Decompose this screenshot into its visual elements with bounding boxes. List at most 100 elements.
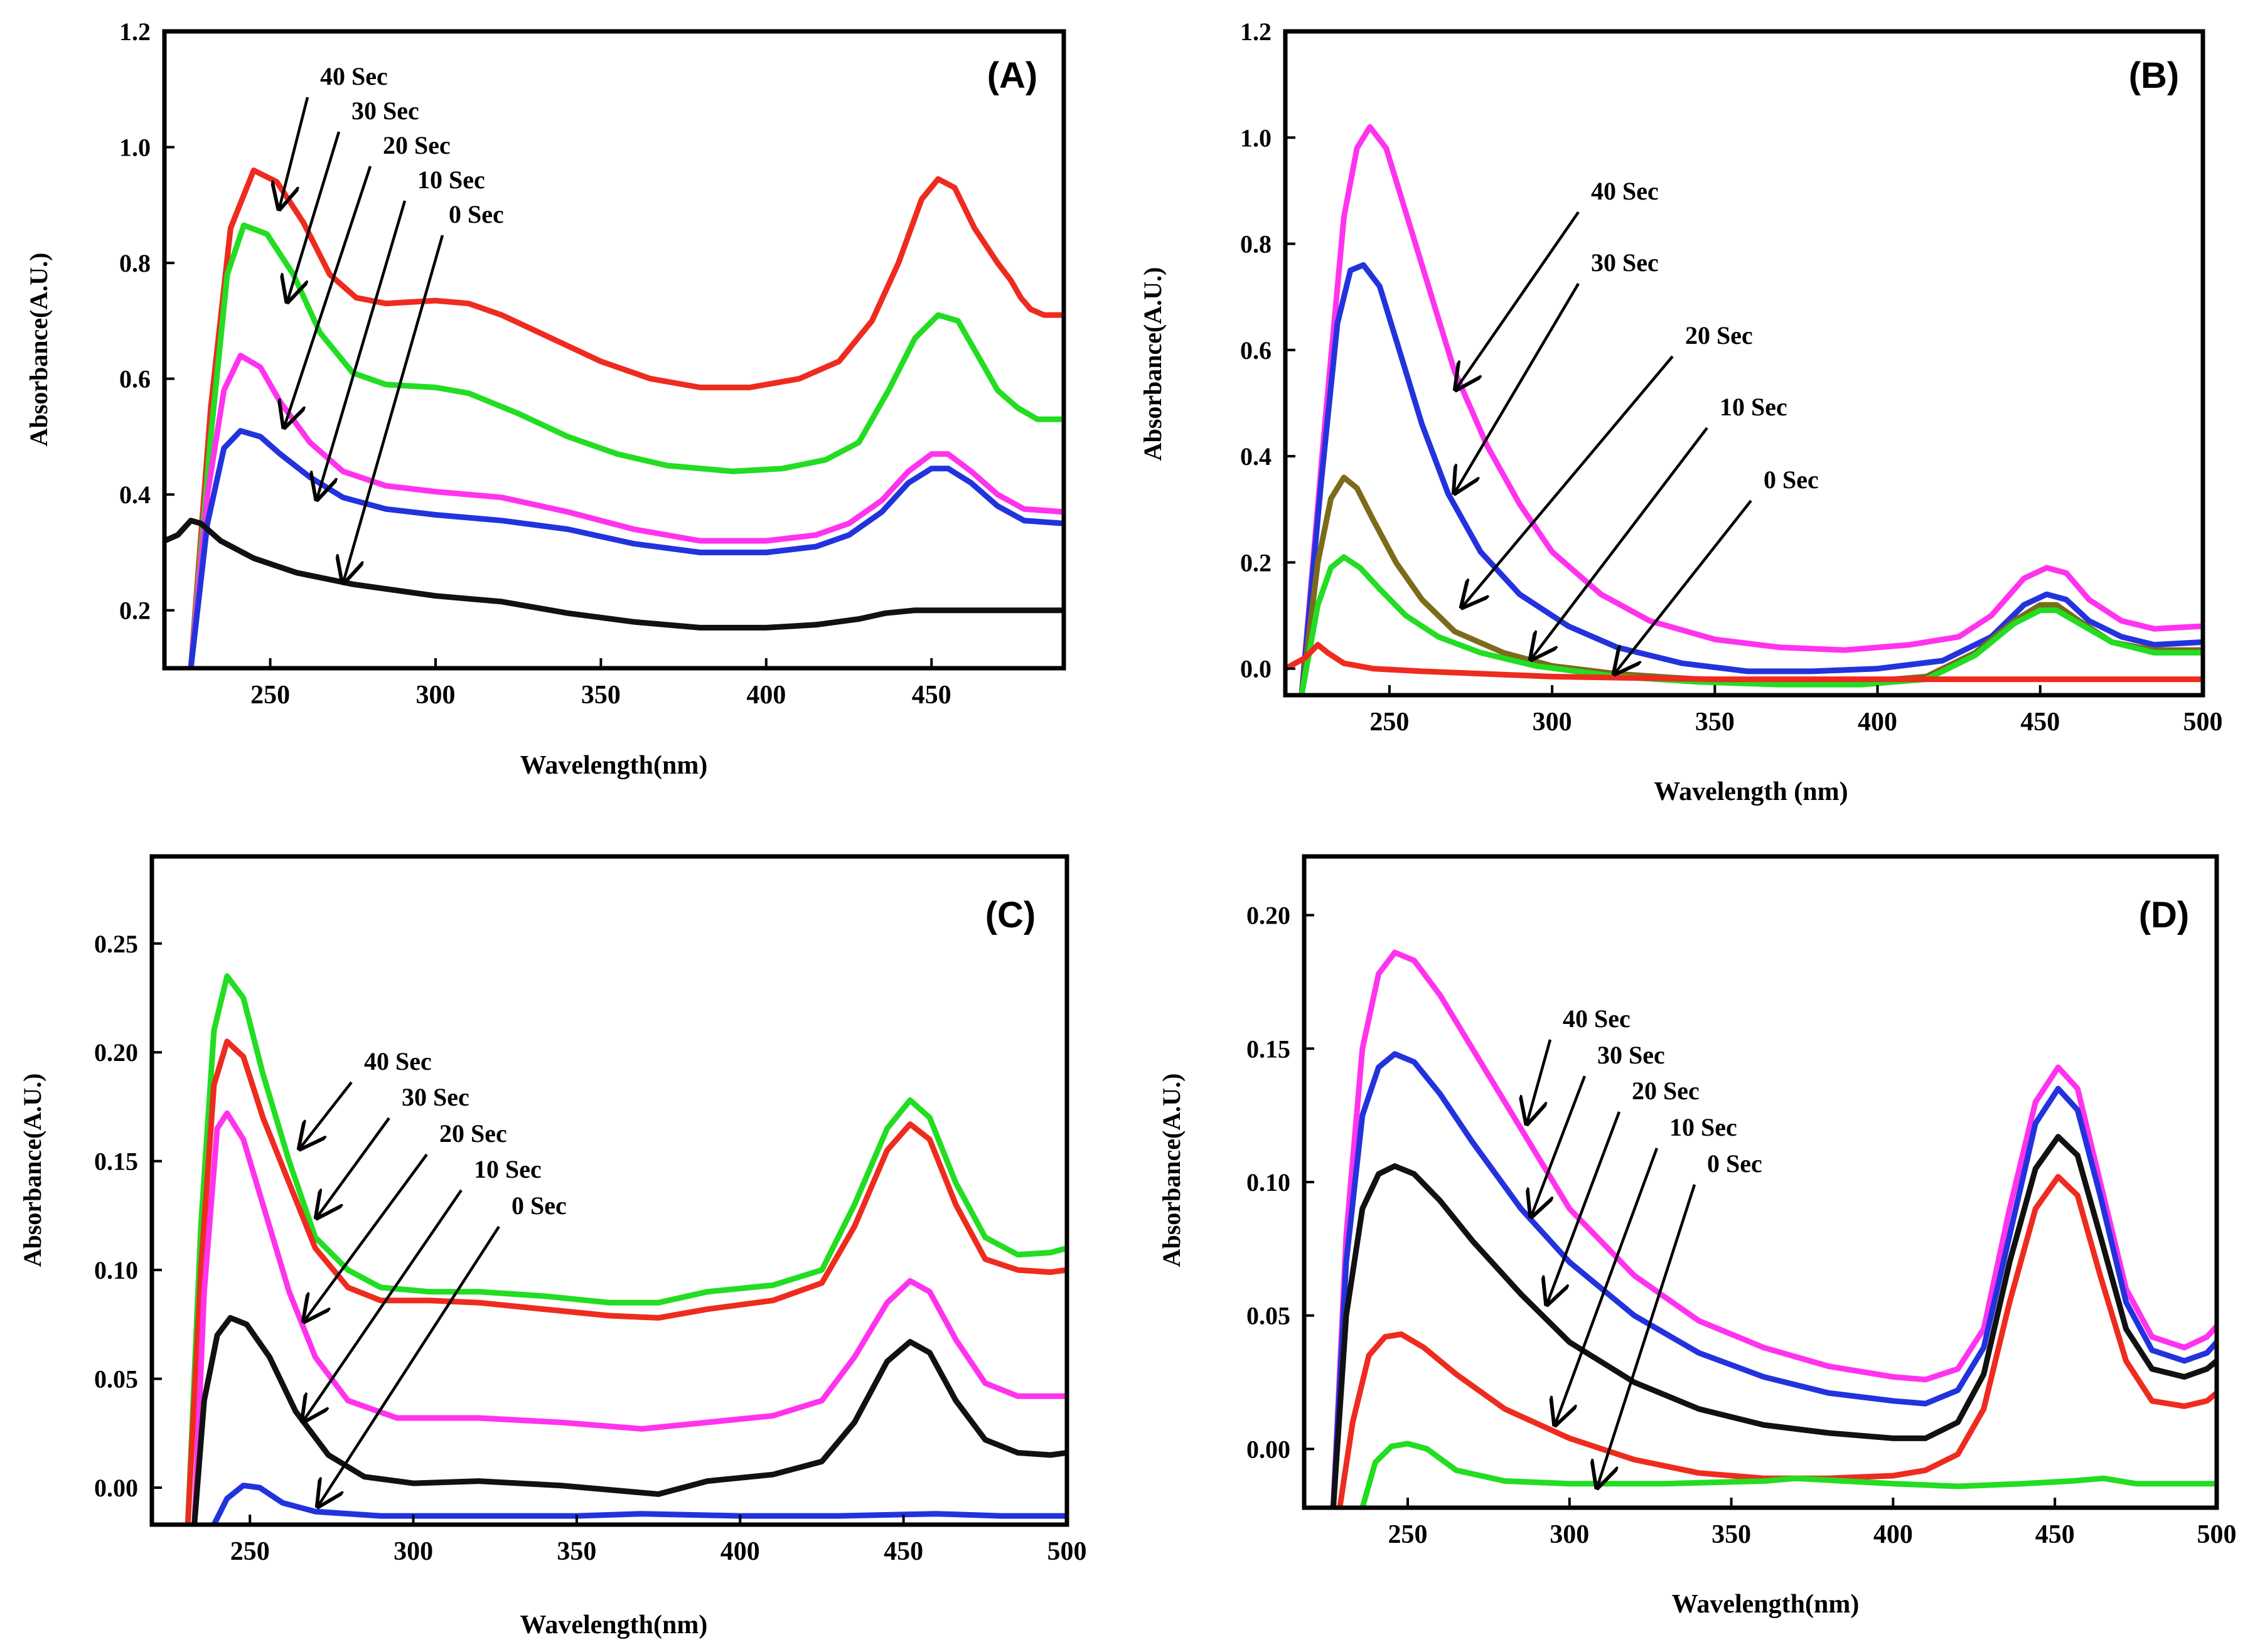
panel-c-annotation-10-sec: 10 Sec	[474, 1155, 542, 1183]
panel-b-annotation-10-sec: 10 Sec	[1720, 393, 1787, 421]
panel-d-annotation-10-sec: 10 Sec	[1669, 1113, 1737, 1141]
panel-d-label: (D)	[2139, 895, 2190, 935]
panel-a-xtick-label: 450	[912, 681, 951, 710]
panel-c-ytick-label: 0.05	[94, 1365, 138, 1394]
panel-a-series-10-sec	[188, 428, 1064, 668]
panel-b-frame	[1283, 29, 2205, 698]
panel-b-xtick-label: 450	[2020, 708, 2060, 737]
panel-b-ytick-label: 0.0	[1240, 655, 1272, 683]
panel-b-annotation-arrow	[1462, 355, 1674, 607]
panel-d-annotation-arrow	[1527, 1039, 1552, 1123]
panel-d-y-axis-title: Absorbance(A.U.)	[1157, 1074, 1186, 1267]
panel-a-ytick-label: 1.0	[119, 134, 151, 162]
panel-a-ytick-label: 1.2	[119, 18, 151, 46]
panel-a-annotation-arrow	[343, 235, 444, 582]
panel-d-series-0-sec	[1359, 1441, 2217, 1508]
panel-d-annotation-arrow	[1531, 1075, 1587, 1216]
panel-a-annotation-30-sec: 30 Sec	[351, 97, 419, 125]
panel-d-xtick-label: 400	[1873, 1520, 1913, 1549]
panel-c-y-axis-title: Absorbance(A.U.)	[18, 1074, 46, 1267]
panel-a-xtick-label: 400	[746, 681, 786, 710]
panel-c-annotation-30-sec: 30 Sec	[402, 1083, 469, 1111]
panel-b-xtick-label: 500	[2183, 708, 2223, 737]
panel-c-annotation-40-sec: 40 Sec	[364, 1047, 432, 1075]
panel-d-x-axis-title: Wavelength(nm)	[1672, 1590, 1860, 1619]
panel-c-ytick-label: 0.20	[94, 1038, 138, 1067]
panel-c-annotation-arrow	[317, 1117, 390, 1217]
panel-c-ytick-label: 0.15	[94, 1148, 138, 1176]
panel-a: 250 300 350 400 450 0.2 0.4 0.6 0.8 1.0 1.2 Wavelen…	[24, 18, 1066, 780]
panel-d-annotation-arrow	[1547, 1111, 1621, 1304]
panel-d-ytick-label: 0.15	[1246, 1035, 1290, 1063]
panel-a-frame	[162, 29, 1066, 671]
panel-c-annotation-0-sec: 0 Sec	[511, 1191, 567, 1220]
panel-a-label: (A)	[987, 55, 1038, 96]
panel-c-ytick-label: 0.10	[94, 1256, 138, 1284]
panel-b-ytick-label: 1.2	[1240, 18, 1272, 46]
panel-a-annotation-arrow	[284, 166, 372, 427]
panel-c-xtick-label: 450	[884, 1537, 923, 1566]
panel-d-ytick-label: 0.00	[1246, 1435, 1290, 1463]
panel-b-annotation-0-sec: 0 Sec	[1764, 466, 1819, 494]
panel-a-ytick-label: 0.2	[119, 597, 151, 625]
panel-d-series-10-sec	[1337, 1174, 2217, 1508]
panel-b-series-40-sec	[1299, 124, 2203, 695]
panel-a-series-40-sec	[188, 168, 1064, 668]
panel-b-annotation-arrow	[1456, 211, 1580, 389]
panel-c-label: (C)	[985, 895, 1036, 935]
panel-a-annotation-arrow	[287, 131, 341, 301]
panel-b-annotation-30-sec: 30 Sec	[1591, 248, 1659, 277]
panel-d-series-30-sec	[1330, 1051, 2217, 1508]
panel-c-series-30-sec	[185, 1038, 1067, 1525]
panel-d-frame	[1302, 854, 2219, 1510]
panel-b-x-axis-title: Wavelength (nm)	[1654, 777, 1848, 806]
panel-c-series-20-sec	[191, 1110, 1067, 1525]
panel-a-series-30-sec	[188, 222, 1064, 668]
panel-a-xtick-label: 250	[250, 681, 290, 710]
panel-b-xtick-label: 250	[1369, 708, 1409, 737]
panel-b-ytick-label: 0.6	[1240, 336, 1272, 365]
panel-b-ytick-label: 0.4	[1240, 442, 1272, 471]
panel-a-ytick-label: 0.8	[119, 249, 151, 277]
panel-d-annotation-0-sec: 0 Sec	[1707, 1149, 1762, 1178]
panel-d-series-40-sec	[1330, 949, 2217, 1508]
panel-c-annotation-arrow	[300, 1081, 353, 1148]
panel-b: 250 300 350 400 450 500 0.0 0.2 0.4 0.6 0.8 1.0 1.2 W…	[1138, 18, 2223, 806]
panel-a-xtick-label: 300	[416, 681, 456, 710]
panel-d-ytick-label: 0.05	[1246, 1302, 1290, 1330]
panel-b-series-10-sec	[1299, 554, 2203, 695]
panel-b-series-20-sec	[1299, 474, 2203, 695]
panel-d-annotation-30-sec: 30 Sec	[1597, 1041, 1665, 1069]
panel-b-ytick-label: 0.2	[1240, 548, 1272, 577]
panel-c-annotation-arrow	[303, 1189, 463, 1421]
panel-a-series-20-sec	[188, 353, 1064, 668]
panel-d: 250 300 350 400 450 500 0.00 0.05 0.10 0.15 0.20 Wa…	[1157, 854, 2237, 1619]
panel-d-annotation-40-sec: 40 Sec	[1563, 1005, 1631, 1033]
panel-c-xtick-label: 500	[1047, 1537, 1087, 1566]
panel-a-xtick-label: 350	[581, 681, 621, 710]
panel-d-xtick-label: 350	[1711, 1520, 1751, 1549]
panel-b-xtick-label: 350	[1695, 708, 1735, 737]
panel-d-annotation-20-sec: 20 Sec	[1632, 1077, 1700, 1105]
panel-b-label: (B)	[2129, 55, 2180, 96]
panel-d-ytick-label: 0.20	[1246, 902, 1290, 930]
panel-c-annotation-20-sec: 20 Sec	[439, 1119, 507, 1148]
panel-a-x-axis-title: Wavelength(nm)	[520, 751, 708, 780]
panel-a-series-0-sec	[164, 518, 1064, 631]
panel-c-series-10-sec	[191, 1314, 1067, 1525]
panel-a-annotation-40-sec: 40 Sec	[320, 62, 388, 90]
panel-b-annotation-40-sec: 40 Sec	[1591, 177, 1659, 205]
panel-c-x-axis-title: Wavelength(nm)	[520, 1611, 708, 1639]
panel-d-ytick-label: 0.10	[1246, 1168, 1290, 1196]
panel-d-series-20-sec	[1330, 1134, 2217, 1508]
panel-b-xtick-label: 400	[1858, 708, 1897, 737]
panel-b-series-30-sec	[1299, 262, 2203, 695]
panel-c-xtick-label: 300	[394, 1537, 433, 1566]
panel-b-ytick-label: 1.0	[1240, 124, 1272, 152]
panel-c-series-0-sec	[211, 1483, 1067, 1525]
panel-c-xtick-label: 350	[557, 1537, 596, 1566]
panel-d-annotation-arrow	[1597, 1184, 1696, 1487]
panel-a-ytick-label: 0.6	[119, 365, 151, 393]
panel-b-annotation-arrow	[1531, 427, 1708, 659]
